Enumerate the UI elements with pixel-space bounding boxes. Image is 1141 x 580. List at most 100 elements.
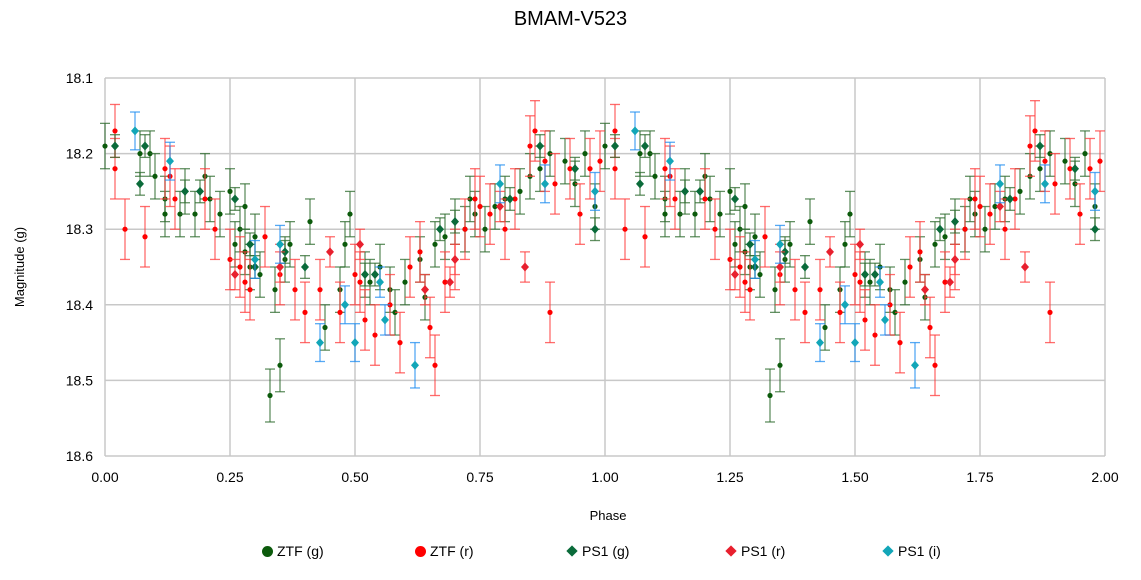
marker-circle: [302, 309, 308, 315]
data-point-ps1-g: [535, 134, 545, 159]
marker-circle: [897, 340, 903, 346]
data-point-ps1-i: [275, 224, 285, 264]
data-point-ztf-g: [365, 258, 375, 306]
data-point-ztf-r: [260, 205, 270, 268]
y-tick-label: 18.2: [66, 146, 93, 162]
data-point-ztf-r: [530, 100, 540, 162]
data-point-ztf-r: [120, 198, 130, 261]
data-point-ps1-i: [995, 164, 1005, 204]
legend-item: PS1 (g): [566, 543, 629, 559]
marker-circle: [542, 158, 548, 164]
legend-label: ZTF (g): [277, 543, 324, 559]
data-point-ztf-r: [360, 289, 370, 351]
marker-circle: [257, 271, 263, 278]
marker-circle: [757, 271, 763, 278]
marker-diamond: [996, 179, 1004, 189]
data-point-ztf-r: [905, 236, 915, 298]
data-point-ztf-g: [740, 183, 750, 230]
marker-diamond: [141, 141, 149, 151]
data-point-ztf-r: [460, 198, 470, 261]
marker-circle: [1097, 158, 1103, 164]
marker-circle: [352, 271, 358, 278]
marker-circle: [317, 287, 323, 293]
data-point-ztf-r: [815, 258, 825, 321]
marker-circle: [577, 211, 583, 217]
marker-circle: [112, 166, 118, 172]
diamond-marker-icon: [566, 545, 578, 557]
y-axis-label: Magnitude (g): [12, 227, 27, 307]
marker-circle: [1077, 211, 1083, 217]
data-point-ztf-g: [190, 190, 200, 238]
marker-diamond: [181, 186, 189, 196]
data-point-ztf-g: [430, 220, 440, 268]
marker-circle: [252, 234, 258, 240]
marker-diamond: [166, 156, 174, 166]
marker-diamond: [851, 338, 859, 348]
data-point-ztf-r: [735, 236, 745, 298]
marker-circle: [772, 287, 778, 293]
data-point-ztf-r: [700, 168, 710, 230]
marker-circle: [1087, 166, 1093, 172]
marker-circle: [612, 128, 618, 134]
marker-diamond: [776, 262, 784, 272]
legend-label: PS1 (g): [582, 543, 630, 559]
marker-circle: [217, 211, 223, 217]
data-point-ps1-i: [540, 164, 550, 204]
data-point-ztf-r: [210, 198, 220, 261]
marker-diamond: [1021, 262, 1029, 272]
data-point-ps1-g: [195, 179, 205, 204]
data-point-ps1-i: [880, 304, 890, 336]
data-point-ztf-r: [915, 220, 925, 283]
marker-diamond: [276, 239, 284, 249]
marker-diamond: [746, 239, 754, 249]
marker-diamond: [591, 186, 599, 196]
marker-circle: [737, 264, 743, 270]
marker-circle: [972, 196, 978, 202]
marker-diamond: [496, 179, 504, 189]
data-point-ztf-r: [395, 311, 405, 374]
marker-diamond: [591, 224, 599, 234]
data-point-ps1-g: [950, 209, 960, 234]
legend-item: ZTF (r): [415, 543, 474, 559]
marker-circle: [112, 128, 118, 134]
marker-circle: [527, 143, 533, 149]
marker-circle: [307, 219, 313, 225]
marker-diamond: [381, 315, 389, 325]
marker-diamond: [666, 156, 674, 166]
data-point-ztf-g: [225, 168, 235, 215]
marker-circle: [547, 309, 553, 315]
data-point-ztf-r: [800, 281, 810, 344]
marker-diamond: [196, 186, 204, 196]
data-point-ztf-r: [1085, 137, 1095, 200]
marker-diamond: [541, 179, 549, 189]
marker-circle: [987, 211, 993, 217]
data-point-ps1-g: [680, 179, 690, 204]
data-point-ps1-g: [730, 186, 740, 211]
data-point-ps1-g: [450, 209, 460, 234]
marker-circle: [432, 241, 438, 247]
marker-circle: [292, 287, 298, 293]
data-point-ztf-r: [160, 137, 170, 200]
data-point-ps1-r: [445, 266, 455, 298]
marker-circle: [1027, 143, 1033, 149]
marker-diamond: [696, 186, 704, 196]
x-tick-label: 0.25: [216, 469, 243, 485]
x-tick-label: 0.00: [91, 469, 118, 485]
legend-label: ZTF (r): [430, 543, 474, 559]
marker-circle: [867, 279, 873, 285]
marker-circle: [237, 264, 243, 270]
marker-circle: [442, 279, 448, 285]
marker-diamond: [636, 179, 644, 189]
marker-circle: [587, 166, 593, 172]
marker-diamond: [921, 285, 929, 295]
marker-diamond: [936, 224, 944, 234]
data-point-ztf-r: [930, 334, 940, 397]
data-point-ztf-r: [1045, 281, 1055, 344]
data-point-ztf-g: [135, 130, 145, 177]
data-point-ps1-g: [870, 262, 880, 287]
marker-diamond: [231, 194, 239, 204]
marker-circle: [907, 264, 913, 270]
data-point-ps1-r: [950, 243, 960, 276]
data-point-ps1-i: [1040, 164, 1050, 204]
